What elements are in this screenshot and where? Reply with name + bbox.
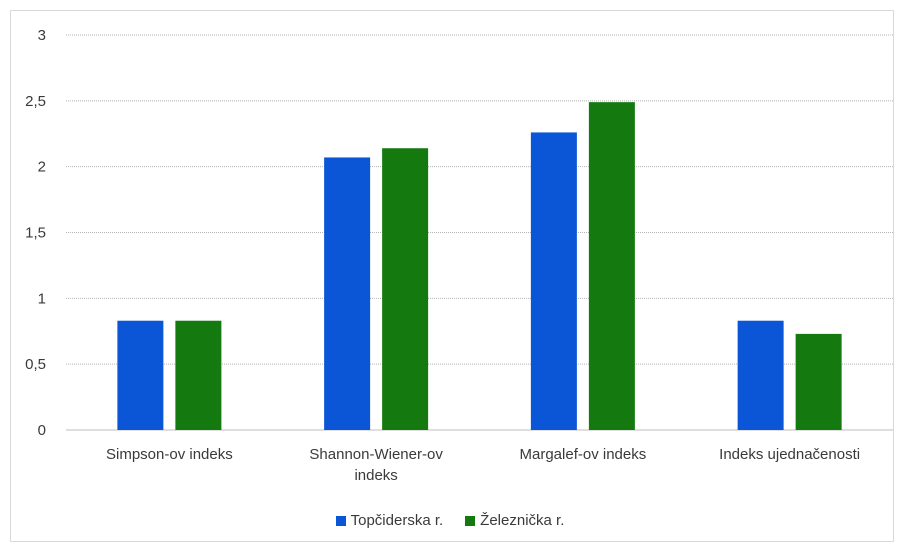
x-category-label-line: Simpson-ov indeks: [106, 446, 233, 463]
bar-topciderska: [530, 132, 577, 430]
legend-item-zeleznicka: Železnička r.: [465, 512, 564, 529]
x-category-label: Margalef-ov indeks: [520, 446, 647, 463]
x-category-label-line: Indeks ujednačenosti: [719, 446, 860, 463]
bar-topciderska: [737, 320, 784, 430]
y-tick-label: 0,5: [25, 356, 46, 373]
legend-swatch-topciderska: [335, 515, 346, 526]
x-category-label-line: Shannon-Wiener-ov: [309, 446, 443, 463]
legend-swatch-zeleznicka: [465, 515, 476, 526]
bar-topciderska: [324, 157, 371, 430]
x-category-label: Indeks ujednačenosti: [719, 446, 860, 463]
bar-topciderska: [117, 320, 164, 430]
chart-frame: [10, 10, 894, 542]
bar-zeleznicka: [795, 333, 842, 430]
legend-label-zeleznicka: Železnička r.: [480, 512, 565, 529]
y-tick-label: 3: [38, 27, 46, 44]
legend-item-topciderska: Topčiderska r.: [335, 512, 444, 529]
x-category-label-line: indeks: [354, 467, 397, 484]
y-tick-label: 1,5: [25, 225, 46, 242]
bar-zeleznicka: [382, 148, 429, 430]
y-tick-label: 0: [38, 422, 46, 439]
y-tick-label: 2,5: [25, 93, 46, 110]
y-tick-label: 2: [38, 159, 46, 176]
x-category-label: Shannon-Wiener-ov indeks: [309, 446, 443, 484]
y-tick-label: 1: [38, 290, 46, 307]
x-category-label-line: Margalef-ov indeks: [520, 446, 647, 463]
bar-zeleznicka: [588, 102, 635, 431]
legend: Topčiderska r. Železnička r.: [0, 512, 900, 529]
legend-label-topciderska: Topčiderska r.: [350, 512, 444, 529]
x-category-label: Simpson-ov indeks: [106, 446, 233, 463]
bar-zeleznicka: [175, 320, 222, 430]
